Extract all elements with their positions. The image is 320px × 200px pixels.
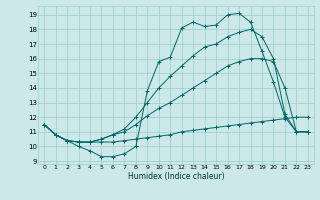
X-axis label: Humidex (Indice chaleur): Humidex (Indice chaleur) [128, 172, 224, 181]
